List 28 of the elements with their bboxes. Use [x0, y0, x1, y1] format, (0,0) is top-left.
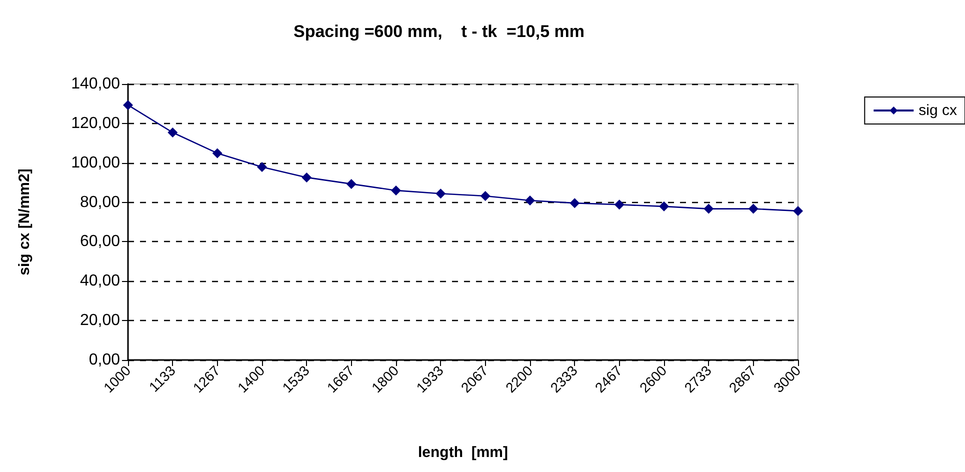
point [525, 196, 535, 206]
point [212, 148, 222, 158]
y-tick-label: 0,00 [88, 352, 120, 368]
y-tick-label: 60,00 [80, 233, 120, 250]
y-tick-label: 80,00 [80, 194, 120, 211]
y-tick-label: 20,00 [80, 312, 120, 330]
point [793, 206, 803, 216]
point [748, 204, 758, 214]
y-tick-label: 40,00 [80, 272, 120, 290]
point [346, 178, 356, 189]
point [659, 201, 669, 212]
point [391, 185, 401, 196]
point [480, 190, 490, 201]
point [614, 200, 624, 210]
x-axis-title: length [mm] [418, 444, 508, 461]
legend-label: sig cx [918, 102, 958, 119]
point [123, 100, 133, 110]
point [168, 127, 178, 138]
point [257, 162, 267, 172]
y-tick-label: 120,00 [71, 114, 120, 132]
y-tick-label: 140,00 [71, 76, 120, 92]
point [436, 188, 446, 199]
y-axis-title: sig cx [N/mm2] [16, 168, 33, 276]
point [570, 198, 580, 208]
point [302, 172, 312, 182]
y-tick-label: 100,00 [71, 154, 120, 172]
chart-title: Spacing =600 mm, t - tk =10,5 mm [293, 22, 585, 41]
point [704, 204, 714, 214]
